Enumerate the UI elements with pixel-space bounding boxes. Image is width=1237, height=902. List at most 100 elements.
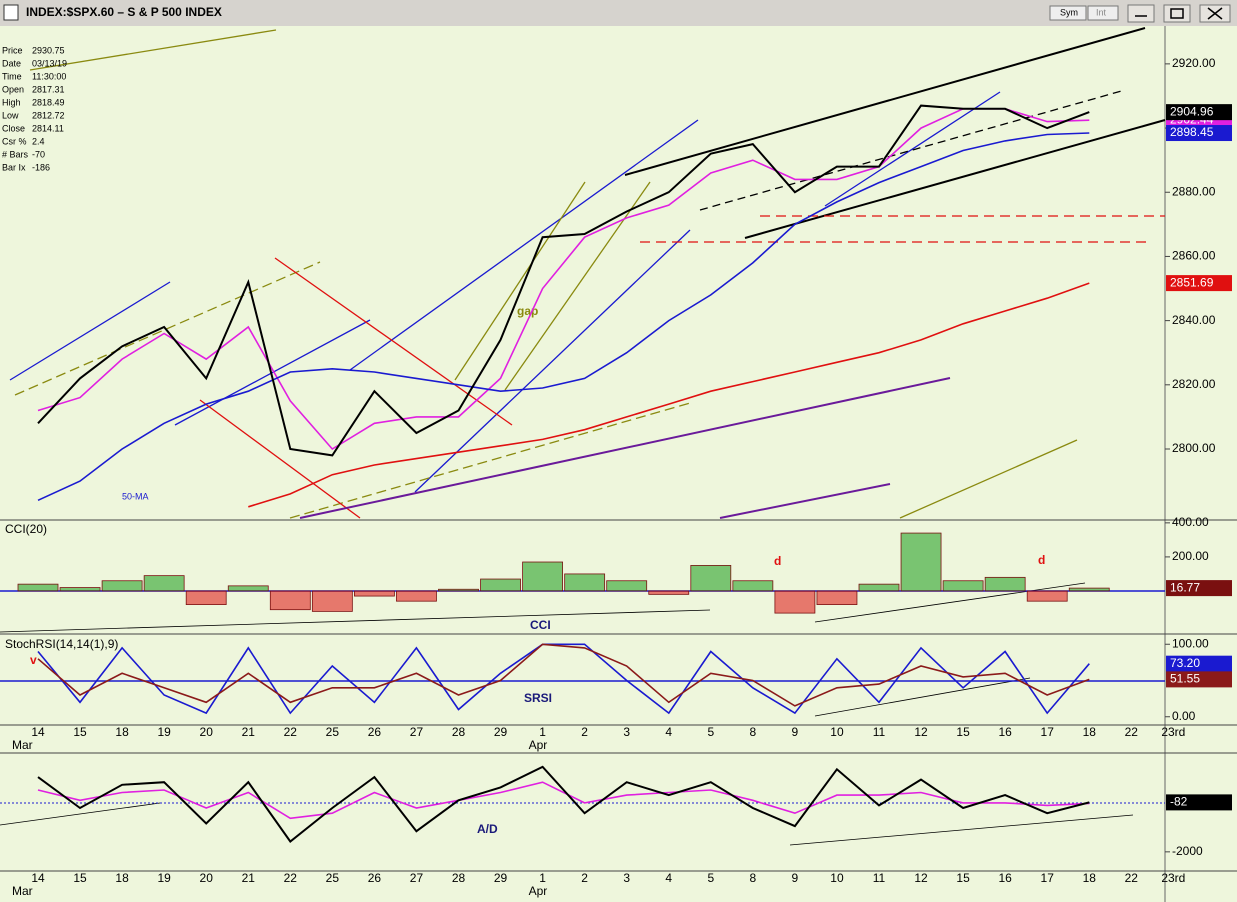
x-tick-label: 14: [31, 871, 45, 885]
value-tag-label: 2904.96: [1170, 104, 1214, 118]
x-tick-label: 15: [956, 725, 970, 739]
x-tick-label: 25: [326, 725, 340, 739]
series-line: [248, 282, 1090, 508]
info-value: 03/13/19: [32, 58, 67, 68]
y-tick-label: 100.00: [1172, 636, 1209, 650]
x-tick-label: 3: [623, 725, 630, 739]
series-line: [37, 643, 1090, 707]
x-tick-label: 1: [539, 871, 546, 885]
series-line: [37, 132, 1090, 502]
info-value: 2817.31: [32, 84, 65, 94]
bar: [59, 587, 101, 592]
x-tick-label: 3: [623, 871, 630, 885]
x-tick-label: 11: [873, 725, 886, 739]
y-tick-label: 2860.00: [1172, 249, 1216, 263]
bar: [396, 590, 437, 602]
bar: [143, 575, 185, 592]
window-button-icons: [1135, 7, 1223, 20]
int-button[interactable]: [1087, 5, 1119, 21]
x-tick-label: 11: [873, 871, 886, 885]
bar: [816, 590, 858, 605]
value-tag-label: 2898.45: [1170, 125, 1214, 139]
x-tick-label: 20: [200, 725, 214, 739]
x-tick-label: 5: [707, 725, 714, 739]
bar: [774, 590, 816, 614]
trendlines: [0, 27, 1166, 846]
x-tick-label: 22: [1125, 725, 1139, 739]
bar: [311, 590, 353, 612]
x-tick-label: 27: [410, 725, 424, 739]
info-label: Close: [2, 123, 25, 133]
value-tag-label: 51.55: [1170, 672, 1200, 686]
bar: [606, 580, 648, 592]
bar: [564, 573, 606, 592]
value-tag-label: 73.20: [1170, 656, 1200, 670]
x-tick-label: 28: [452, 725, 466, 739]
annotation: CCI: [530, 618, 551, 632]
bar: [480, 578, 521, 592]
y-tick-label: 2840.00: [1172, 313, 1216, 327]
bar: [522, 561, 563, 592]
info-value: 2814.11: [32, 123, 64, 133]
int-button-label[interactable]: Int: [1096, 7, 1107, 17]
series-line: [37, 104, 1090, 457]
window-title: INDEX:$SPX.60 – S & P 500 INDEX: [26, 5, 222, 19]
x-tick-label: 22: [1125, 871, 1139, 885]
x-tick-label: 14: [31, 725, 45, 739]
annotation: A/D: [477, 822, 498, 836]
x-tick-label: 18: [115, 871, 129, 885]
x-tick-label: 16: [998, 871, 1012, 885]
sym-button[interactable]: [1049, 5, 1087, 21]
y-tick-label: 0.00: [1172, 709, 1196, 723]
info-value: 2812.72: [32, 110, 65, 120]
series-line: [37, 765, 1090, 843]
x-tick-label: 21: [242, 871, 256, 885]
month-label: Mar: [12, 738, 33, 752]
value-tag: [1166, 671, 1232, 688]
series-line: [37, 781, 1090, 820]
series-line: [37, 108, 1090, 451]
x-tick-label: 15: [73, 725, 87, 739]
x-tick-label: 5: [707, 871, 714, 885]
x-tick-label: 16: [998, 725, 1012, 739]
x-tick-label: 26: [368, 871, 382, 885]
x-tick-label: 4: [665, 871, 672, 885]
minimize-button[interactable]: [1127, 4, 1155, 23]
value-tag-label: -82: [1170, 795, 1188, 809]
x-tick-label: 9: [792, 871, 799, 885]
y-tick-label: 2820.00: [1172, 377, 1216, 391]
annotation: d: [774, 554, 781, 568]
info-value: 2.4: [32, 136, 45, 146]
info-label: Csr %: [2, 136, 27, 146]
bar: [1026, 590, 1068, 602]
x-tick-label: 17: [1041, 725, 1055, 739]
x-tick-label: 8: [750, 725, 757, 739]
annotation: d: [1038, 553, 1045, 567]
x-tick-label: 22: [284, 725, 298, 739]
info-value: -70: [32, 149, 45, 159]
annotation: SRSI: [524, 691, 552, 705]
sym-button-label[interactable]: Sym: [1060, 7, 1078, 17]
x-tick-label: 10: [830, 871, 844, 885]
month-label: Apr: [529, 738, 548, 752]
bar: [438, 588, 479, 592]
maximize-button[interactable]: [1163, 4, 1191, 23]
x-tick-label: 18: [1083, 871, 1097, 885]
y-tick-label: -2000: [1172, 844, 1203, 858]
x-tick-label: 15: [956, 871, 970, 885]
y-tick-label: 200.00: [1172, 549, 1209, 563]
bar: [648, 590, 690, 595]
value-tag-label: 2851.69: [1170, 275, 1214, 289]
x-tick-label: 2: [581, 725, 588, 739]
bar: [858, 583, 900, 592]
info-label: Price: [2, 45, 23, 55]
x-tick-label: 4: [665, 725, 672, 739]
info-value: 2930.75: [32, 45, 65, 55]
x-tick-label: 25: [326, 871, 340, 885]
info-label: High: [2, 97, 21, 107]
series-line: [37, 643, 1090, 715]
info-label: Bar Ix: [2, 162, 26, 172]
value-tag: [1166, 794, 1232, 811]
value-tag: [1166, 275, 1232, 292]
